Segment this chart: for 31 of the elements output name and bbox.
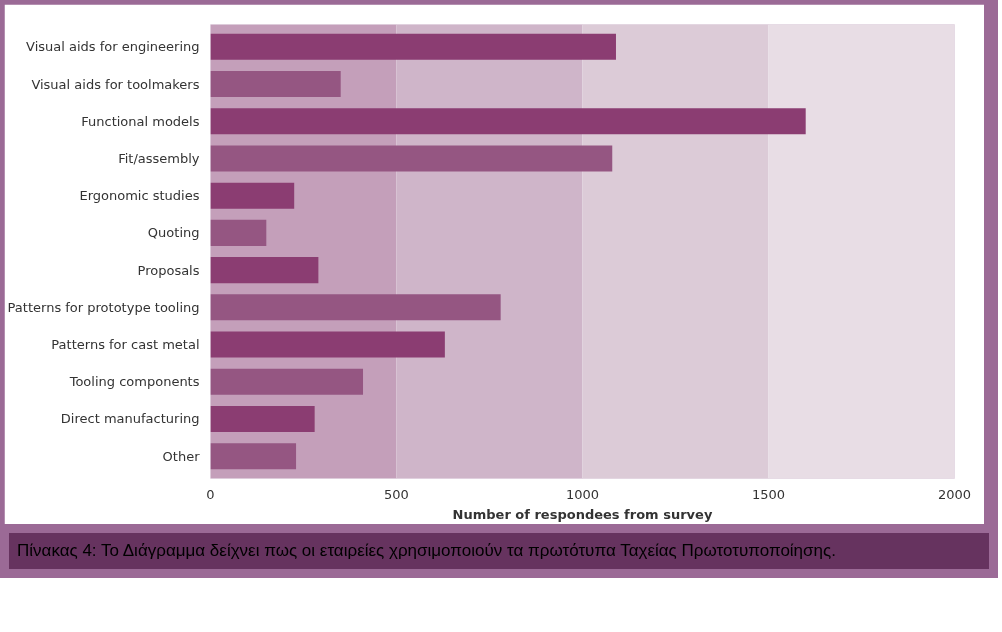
y-tick-label: Patterns for cast metal [51, 337, 200, 353]
bar [210, 71, 341, 98]
y-tick-label: Fit/assembly [118, 150, 200, 166]
bar [210, 405, 315, 432]
y-tick-label: Proposals [137, 262, 200, 278]
x-tick-label: 0 [206, 486, 215, 502]
bar [210, 219, 267, 246]
y-tick-label: Other [162, 448, 201, 464]
text: Πίνακας 4: Το Διάγραμμα δείχνει πως οι εταιρείες χρησιμοποιούν τα πρωτότυπα Ταχείας Πρωτοτυποποίησης. [17, 540, 836, 562]
bar [210, 331, 445, 358]
x-tick-label: 500 [384, 486, 409, 502]
y-tick-label: Quoting [147, 225, 200, 241]
y-tick-label: Visual aids for toolmakers [31, 76, 200, 92]
x-tick-label: 2000 [937, 486, 972, 502]
y-tick-label: Tooling components [68, 374, 200, 390]
bar [210, 33, 616, 60]
bar [210, 108, 806, 135]
y-tick-label: Direct manufacturing [60, 411, 200, 427]
bar [210, 145, 613, 172]
bar [210, 443, 297, 470]
y-tick-label: Ergonomic studies [79, 188, 200, 204]
bar [210, 182, 295, 209]
y-tick-label: Visual aids for engineering [26, 39, 200, 55]
bar [210, 368, 364, 395]
x-tick-label: 1500 [751, 486, 786, 502]
bar [210, 257, 319, 284]
y-tick-label: Functional models [81, 113, 200, 129]
y-tick-label: Patterns for prototype tooling [7, 299, 200, 315]
x-tick-label: 1000 [565, 486, 600, 502]
x-axis-title: Number of respondees from survey [452, 506, 713, 522]
bar [210, 294, 501, 321]
